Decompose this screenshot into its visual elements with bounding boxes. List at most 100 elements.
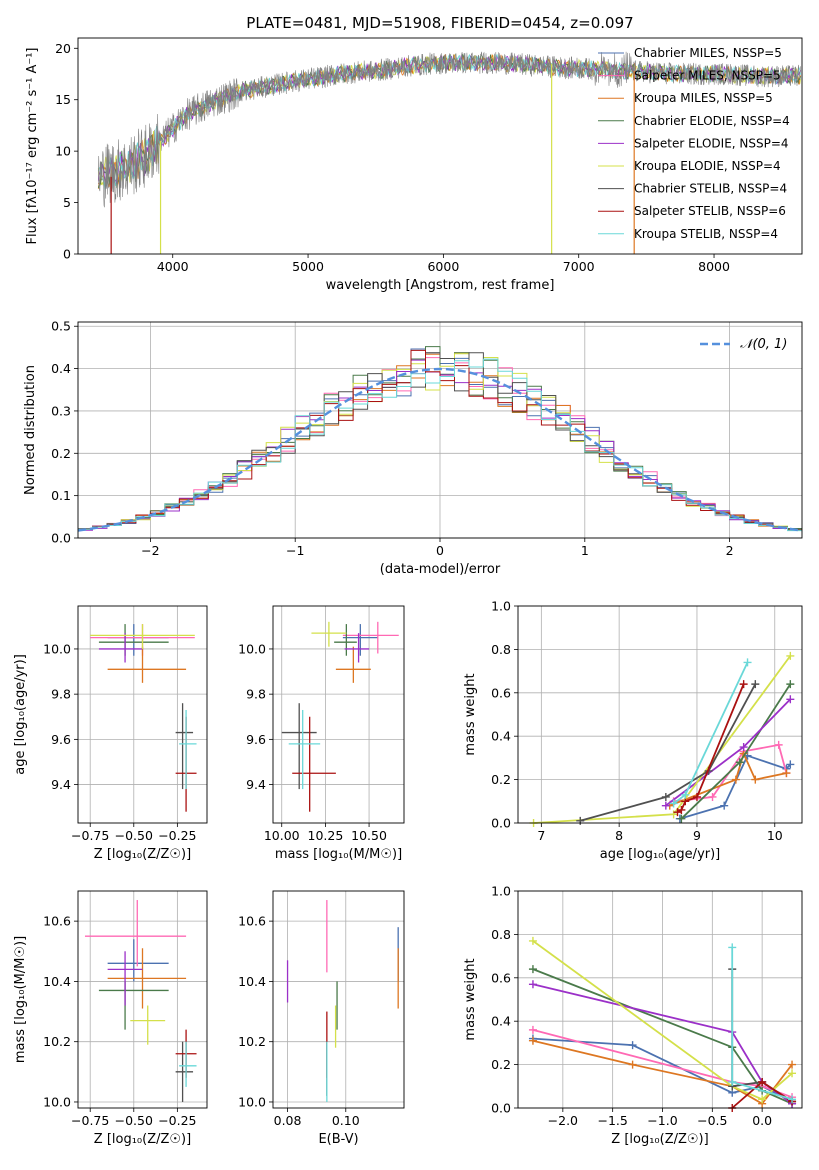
errorbar-kroupa_elodie — [130, 1005, 166, 1045]
errorbar-chabrier_stelib — [175, 1041, 194, 1102]
y-tick-label: 0.2 — [51, 446, 71, 461]
y-tick-label: 0.2 — [491, 772, 511, 787]
x-tick-label: 10.00 — [264, 828, 300, 843]
y-axis-label: Normed distribution — [23, 365, 38, 495]
y-tick-label: 9.6 — [51, 732, 71, 747]
x-tick-label: −1.0 — [647, 1113, 677, 1128]
errorbar-chabrier_miles — [107, 939, 169, 982]
y-tick-label: 9.4 — [51, 777, 71, 792]
points-age_vs_mass — [281, 621, 399, 812]
y-tick-label: 1.0 — [491, 599, 511, 614]
y-tick-label: 10.0 — [43, 641, 71, 656]
y-tick-label: 5 — [63, 195, 71, 210]
y-tick-label: 10 — [55, 144, 71, 159]
y-tick-label: 0.4 — [491, 1014, 511, 1029]
series-point-kroupa_elodie — [786, 651, 795, 660]
x-tick-label: 10.25 — [308, 828, 344, 843]
histogram-plot — [78, 346, 802, 533]
y-tick-label: 1.0 — [491, 884, 511, 899]
y-tick-label: 10.4 — [43, 974, 71, 989]
y-tick-label: 0.0 — [491, 1101, 511, 1116]
series-point-salpeter_stelib — [677, 805, 686, 814]
series-point-chabrier_elodie — [786, 680, 795, 689]
y-tick-label: 0.8 — [491, 642, 511, 657]
series-point-salpeter_stelib — [739, 680, 748, 689]
frame-age_vs_mass — [272, 605, 405, 824]
series-point-salpeter_elodie — [786, 695, 795, 704]
series-line-kroupa_elodie — [532, 940, 793, 1101]
series-point-kroupa_stelib — [743, 658, 752, 667]
y-tick-label: 10.6 — [43, 914, 71, 929]
errorbar-kroupa_elodie — [311, 621, 347, 647]
figure-title: PLATE=0481, MJD=51908, FIBERID=0454, z=0… — [246, 14, 633, 32]
y-tick-label: 0.0 — [51, 531, 71, 546]
y-tick-label: 0.4 — [51, 361, 71, 376]
y-axis-label: Flux [fλ10⁻¹⁷ erg cm⁻² s⁻¹ A⁻¹] — [25, 48, 40, 245]
errorbar-kroupa_stelib — [179, 709, 197, 790]
series-point-kroupa_stelib — [681, 790, 690, 799]
legend-entry: Chabrier STELIB, NSSP=4 — [634, 182, 787, 196]
y-axis-label: age [log₁₀(age/yr)] — [13, 654, 28, 775]
legend-entry: Chabrier MILES, NSSP=5 — [634, 46, 782, 60]
x-tick-label: −0.75 — [71, 828, 109, 843]
gauss-legend-label: 𝒩(0, 1) — [740, 337, 787, 352]
histogram-kroupa_stelib — [78, 358, 802, 533]
axes-age_vs_mass: 10.00 10.25 10.50 9.4 9.6 9.8 10.0 — [238, 606, 404, 843]
legend-entry: Kroupa ELODIE, NSSP=4 — [634, 159, 781, 173]
legend-entry: Kroupa STELIB, NSSP=4 — [634, 227, 778, 241]
frame-age_vs_Z — [77, 605, 208, 824]
series-point-kroupa_miles — [731, 775, 740, 784]
x-tick-label: −1 — [286, 543, 304, 558]
spectrum-plot — [97, 51, 801, 254]
x-tick-label: −0.75 — [71, 1113, 109, 1128]
x-tick-label: 5000 — [292, 259, 324, 274]
errorbar-chabrier_miles — [342, 624, 378, 656]
x-axis-label: Z [log₁₀(Z/Z☉)] — [611, 1132, 708, 1147]
series-point-chabrier_elodie — [735, 758, 744, 767]
series-point-kroupa_miles — [782, 769, 791, 778]
series-point-kroupa_elodie — [758, 1095, 767, 1104]
x-tick-label: 1 — [581, 543, 589, 558]
errorbar-salpeter_miles — [342, 621, 399, 654]
x-tick-label: 0.08 — [274, 1113, 302, 1128]
y-tick-label: 0.6 — [491, 685, 511, 700]
series-point-chabrier_miles — [786, 760, 795, 769]
y-tick-label: 10.0 — [238, 1094, 266, 1109]
points-mass_vs_Z — [84, 900, 197, 1102]
errorbar-chabrier_miles — [107, 624, 169, 656]
y-tick-label: 0.6 — [491, 970, 511, 985]
x-axis-label: wavelength [Angstrom, rest frame] — [326, 278, 555, 293]
y-tick-label: 15 — [55, 92, 71, 107]
series-point-kroupa_elodie — [528, 936, 537, 945]
x-tick-label: 8 — [615, 828, 623, 843]
frame-mass_vs_EBV — [272, 890, 405, 1109]
series-point-kroupa_miles — [788, 1060, 797, 1069]
y-tick-label: 0.5 — [51, 319, 71, 334]
frame-mw_vs_Z — [517, 890, 803, 1109]
lines-mw_vs_Z — [528, 936, 797, 1112]
x-tick-label: −0.5 — [697, 1113, 727, 1128]
axes-residuals: −2 −1 0 1 2 0.0 0.1 0.2 0.3 0.4 0.5 — [51, 319, 802, 558]
x-axis-label: age [log₁₀(age/yr)] — [600, 847, 721, 862]
series-line-salpeter_elodie — [665, 698, 791, 807]
x-tick-label: 10.50 — [351, 828, 387, 843]
y-tick-label: 10.4 — [238, 974, 266, 989]
y-tick-label: 0.4 — [491, 729, 511, 744]
x-tick-label: 7 — [537, 828, 545, 843]
series-line-chabrier_stelib — [579, 683, 757, 822]
x-tick-label: 8000 — [698, 259, 730, 274]
errorbar-salpeter_elodie — [107, 951, 143, 1006]
y-tick-label: 0.8 — [491, 927, 511, 942]
series-line-salpeter_elodie — [532, 983, 793, 1105]
y-axis-label: mass [log₁₀(M/M☉)] — [13, 936, 28, 1063]
legend-entry: Chabrier ELODIE, NSSP=4 — [634, 114, 790, 128]
series-point-salpeter_miles — [774, 740, 783, 749]
series-line-salpeter_stelib — [677, 683, 745, 813]
series-point-chabrier_miles — [628, 1041, 637, 1050]
observed-spectrum — [98, 51, 801, 208]
y-tick-label: 10.0 — [238, 641, 266, 656]
y-tick-label: 0.3 — [51, 403, 71, 418]
y-tick-label: 0 — [63, 247, 71, 262]
lines-mw_vs_age — [529, 651, 795, 827]
